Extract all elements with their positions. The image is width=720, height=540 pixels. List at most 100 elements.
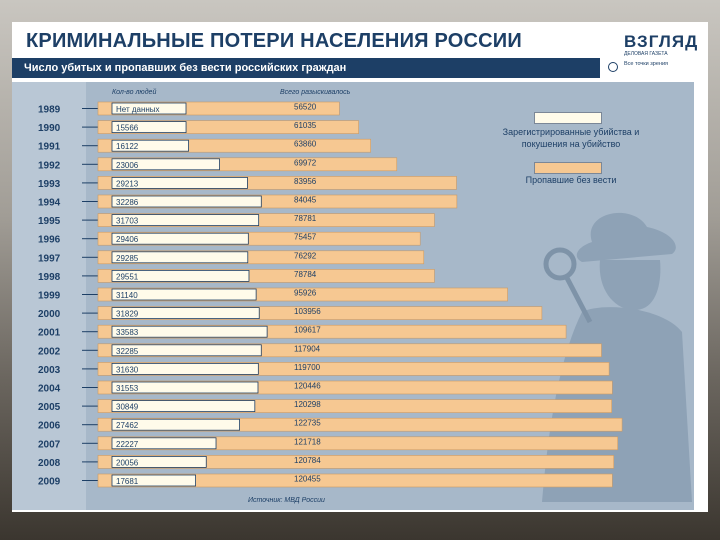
data-label-murders: Нет данных: [116, 105, 160, 114]
chart-source: Источник: МВД России: [248, 497, 325, 504]
year-label: 2002: [38, 346, 61, 357]
year-label: 2003: [38, 365, 61, 376]
data-label-murders: 31140: [116, 291, 138, 300]
bar-murders: [111, 269, 250, 282]
bar-murders: [111, 158, 220, 171]
year-label: 1999: [38, 291, 61, 302]
bar-chart: Кол-во людей Всего разыскивалось 1989 Нет д…: [38, 88, 623, 488]
data-label-missing: 63860: [294, 140, 317, 149]
legend-label-missing: Пропавшие без вести: [525, 175, 617, 185]
data-label-murders: 29285: [116, 254, 139, 263]
bar-murders: [111, 307, 260, 320]
data-label-murders: 22227: [116, 440, 139, 449]
logo-tagline: Все точки зрения: [624, 61, 668, 67]
bar-murders: [111, 455, 207, 468]
legend-swatch-missing: [534, 162, 602, 174]
data-label-murders: 20056: [116, 458, 139, 467]
data-label-missing: 120784: [294, 456, 321, 465]
bar-murders: [111, 121, 187, 133]
logo-name: ВЗГЛЯД: [624, 32, 699, 51]
data-label-murders: 17681: [116, 477, 139, 486]
column-header-count: Кол-во людей: [112, 88, 156, 96]
chart-title: КРИМИНАЛЬНЫЕ ПОТЕРИ НАСЕЛЕНИЯ РОССИИ: [26, 30, 522, 52]
data-label-missing: 83956: [294, 177, 317, 186]
data-label-murders: 23006: [116, 161, 139, 170]
year-label: 1998: [38, 272, 61, 283]
year-label: 2000: [38, 309, 61, 320]
chart-subtitle: Число убитых и пропавших без вести росси…: [24, 62, 347, 74]
slide: КРИМИНАЛЬНЫЕ ПОТЕРИ НАСЕЛЕНИЯ РОССИИ ВЗГ…: [12, 22, 708, 512]
data-label-missing: 76292: [294, 251, 317, 260]
data-label-missing: 78781: [294, 214, 317, 223]
year-label: 1991: [38, 142, 61, 153]
data-label-murders: 31630: [116, 365, 139, 374]
year-label: 1993: [38, 179, 61, 190]
year-label: 1997: [38, 253, 61, 264]
bar-murders: [111, 325, 268, 338]
bar-murders: [111, 381, 259, 394]
data-label-murders: 31703: [116, 217, 139, 226]
data-label-murders: 15566: [116, 124, 139, 133]
years-column: [12, 82, 86, 510]
data-label-missing: 84045: [294, 196, 317, 205]
data-label-missing: 69972: [294, 158, 317, 167]
bar-murders: [111, 344, 262, 357]
data-label-missing: 120455: [294, 475, 321, 484]
bar-murders: [111, 232, 249, 245]
data-label-murders: 31829: [116, 310, 139, 319]
bar-murders: [111, 251, 249, 264]
legend-label-murders: Зарегистрированные убийства и покушения …: [502, 127, 640, 149]
bar-murders: [111, 437, 217, 450]
subtitle-bar: Число убитых и пропавших без вести росси…: [12, 58, 600, 78]
year-label: 2007: [38, 439, 61, 450]
data-label-missing: 120446: [294, 382, 321, 391]
year-label: 2005: [38, 402, 61, 413]
data-label-missing: 95926: [294, 289, 317, 298]
column-header-total: Всего разыскивалось: [280, 89, 351, 96]
bar-murders: [111, 474, 196, 487]
data-label-missing: 117904: [294, 344, 321, 353]
bar-murders: [111, 400, 256, 413]
data-label-murders: 27462: [116, 421, 139, 430]
bar-murders: [111, 214, 260, 227]
year-label: 1996: [38, 235, 61, 246]
logo-sub: ДЕЛОВАЯ ГАЗЕТА: [624, 51, 668, 57]
bar-murders: [111, 195, 262, 208]
data-label-murders: 29551: [116, 272, 139, 281]
data-label-missing: 119700: [294, 363, 321, 372]
year-label: 1990: [38, 123, 61, 134]
year-label: 1992: [38, 160, 61, 171]
data-label-murders: 33583: [116, 328, 139, 337]
data-label-murders: 29213: [116, 179, 139, 188]
data-label-missing: 121718: [294, 437, 321, 446]
data-label-missing: 120298: [294, 400, 321, 409]
bar-murders: [111, 139, 189, 152]
year-label: 1994: [38, 198, 61, 209]
data-label-missing: 103956: [294, 307, 321, 316]
data-label-murders: 32285: [116, 347, 139, 356]
year-label: 2001: [38, 328, 61, 339]
vzglyad-logo: ВЗГЛЯД ДЕЛОВАЯ ГАЗЕТА Все точки зрения: [604, 28, 698, 74]
year-label: 1995: [38, 216, 61, 227]
logo-circle-icon: [608, 62, 618, 72]
year-label: 2004: [38, 384, 61, 395]
data-label-murders: 30849: [116, 403, 139, 412]
data-label-missing: 78784: [294, 270, 317, 279]
year-label: 2009: [38, 477, 61, 488]
bar-missing: [97, 455, 615, 469]
data-label-murders: 32286: [116, 198, 139, 207]
data-label-missing: 75457: [294, 233, 317, 242]
data-label-missing: 122735: [294, 419, 321, 428]
year-label: 1989: [38, 105, 61, 116]
chart-panel: Кол-во людей Всего разыскивалось 1989 Нет д…: [12, 82, 694, 510]
bar-murders: [111, 177, 248, 189]
data-label-murders: 31553: [116, 384, 139, 393]
bar-murders: [111, 288, 257, 301]
data-label-murders: 16122: [116, 142, 139, 151]
bar-murders: [111, 418, 240, 431]
bar-murders: [111, 102, 187, 115]
data-label-missing: 56520: [294, 103, 317, 112]
data-label-missing: 61035: [294, 121, 317, 130]
bar-missing: [97, 473, 613, 488]
data-label-missing: 109617: [294, 326, 321, 335]
